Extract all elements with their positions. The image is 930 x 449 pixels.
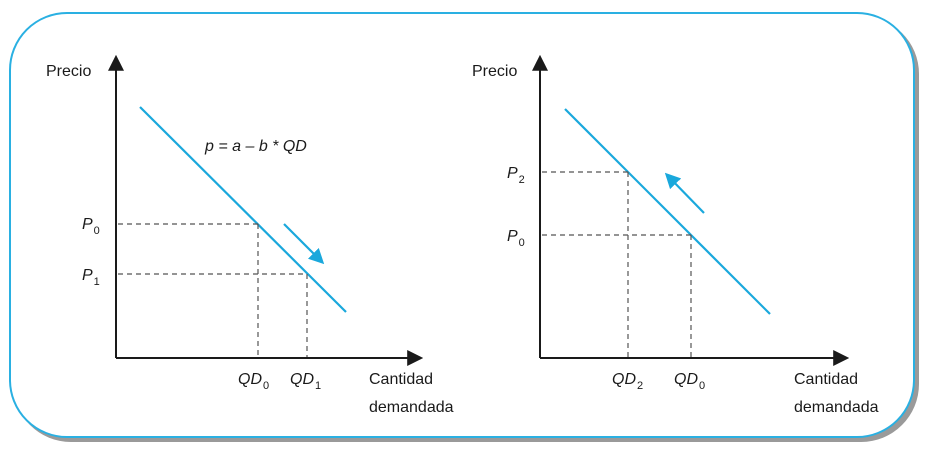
diagram-frame [9,12,915,438]
left-panel: Precio Cantidad demandada p = a – b * QD… [46,54,454,416]
left-quantity-label-qd0: QD0 [238,371,269,392]
right-panel: Precio Cantidad demandada P2 P0 QD2 QD0 [472,54,879,416]
left-quantity-label-qd1: QD1 [290,371,321,392]
left-x-axis-label-line1: Cantidad [369,371,433,388]
right-movement-arrow [664,172,705,214]
demand-equation: p = a – b * QD [204,138,307,155]
left-movement-arrow [283,223,325,265]
right-price-label-p0: P0 [507,228,525,249]
right-quantity-label-qd0: QD0 [674,371,705,392]
right-price-label-p2: P2 [507,165,525,186]
left-x-axis-label-line2: demandada [369,399,454,416]
left-demand-curve [139,106,347,313]
left-price-label-p0: P0 [82,216,100,237]
right-demand-curve [564,108,771,315]
right-y-axis-label: Precio [472,63,517,80]
left-price-label-p1: P1 [82,267,100,288]
left-y-axis-label: Precio [46,63,91,80]
right-x-axis-label-line1: Cantidad [794,371,858,388]
right-quantity-label-qd2: QD2 [612,371,643,392]
right-x-axis-label-line2: demandada [794,399,879,416]
